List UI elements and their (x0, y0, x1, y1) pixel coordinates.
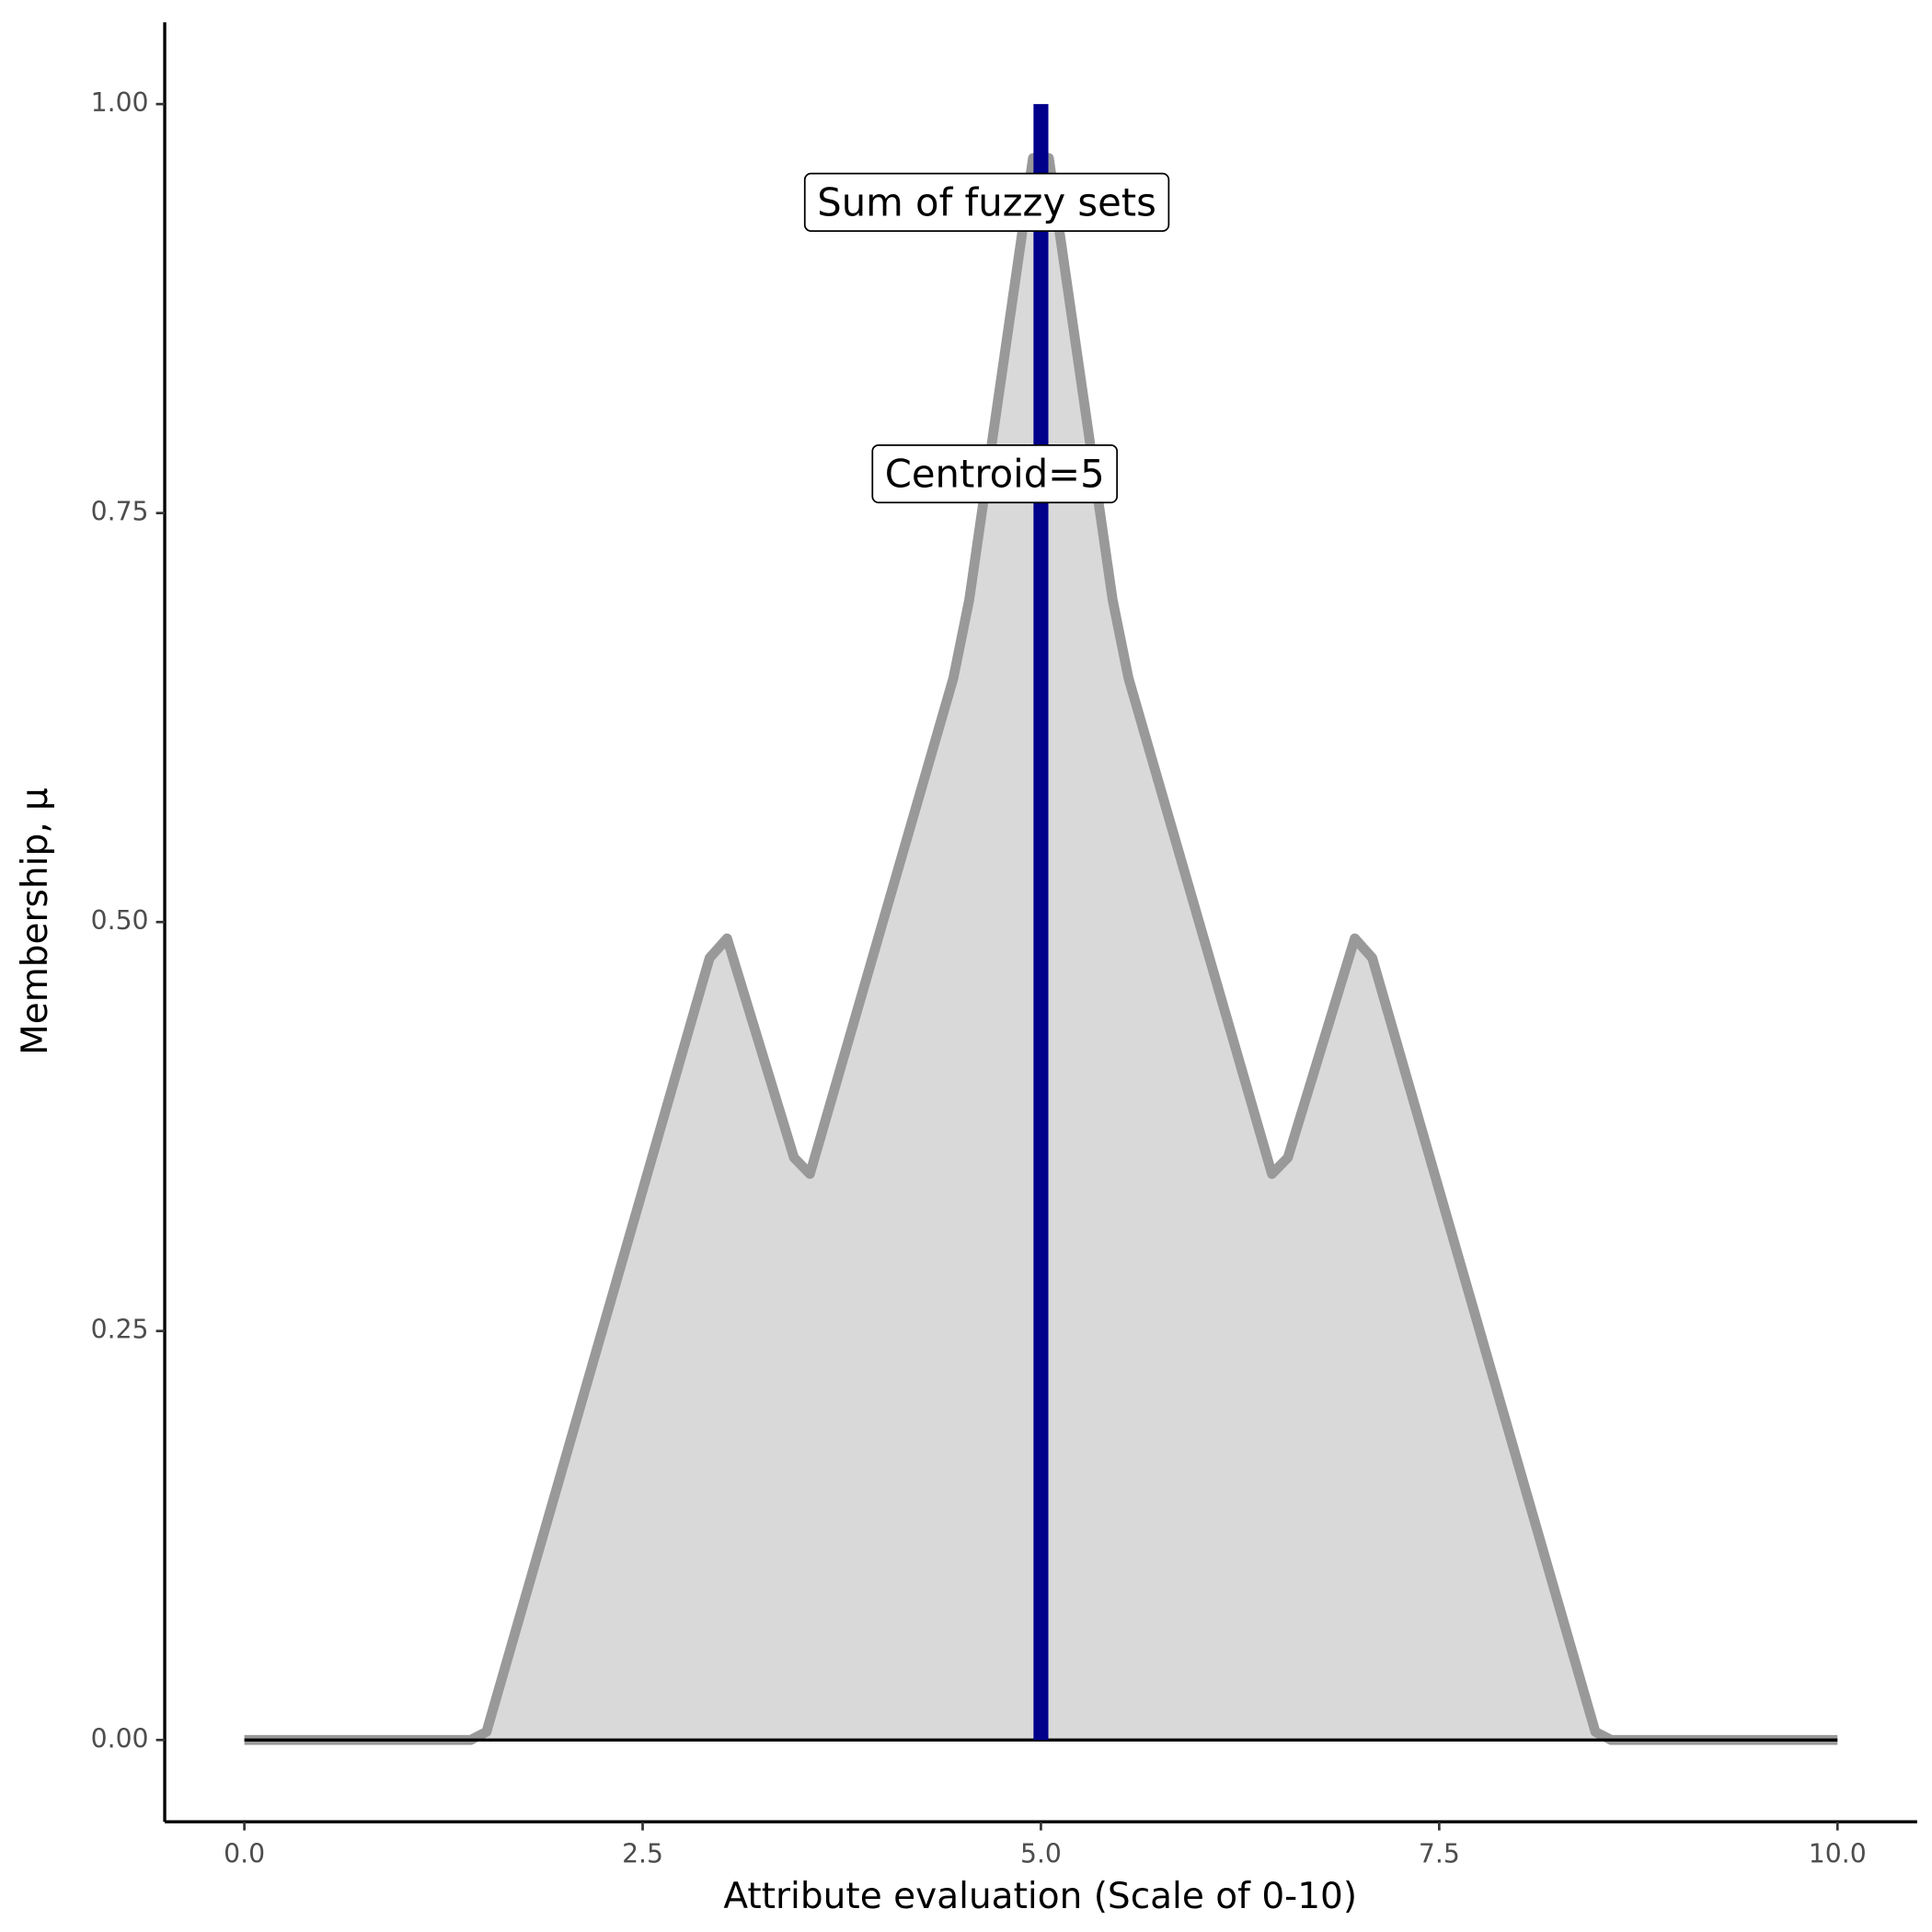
series-label-box (803, 172, 1170, 232)
y-tick-label: 1.00 (91, 87, 149, 118)
y-tick-label: 0.25 (91, 1315, 149, 1345)
y-axis-title: Membership, μ (15, 788, 56, 1055)
centroid-label-box (871, 443, 1119, 504)
x-tick-label: 2.5 (622, 1839, 663, 1869)
x-tick-label: 7.5 (1419, 1839, 1460, 1869)
y-tick-label: 0.75 (91, 497, 149, 527)
x-tick-label: 10.0 (1809, 1839, 1867, 1869)
x-tick-label: 5.0 (1020, 1839, 1062, 1869)
x-tick-label: 0.0 (224, 1839, 265, 1869)
y-tick-label: 0.00 (91, 1723, 149, 1754)
centroid-label: Centroid=5 (885, 452, 1105, 497)
x-axis-title: Attribute evaluation (Scale of 0-10) (723, 1876, 1357, 1917)
series-label: Sum of fuzzy sets (817, 179, 1156, 224)
y-tick-label: 0.50 (91, 905, 149, 936)
